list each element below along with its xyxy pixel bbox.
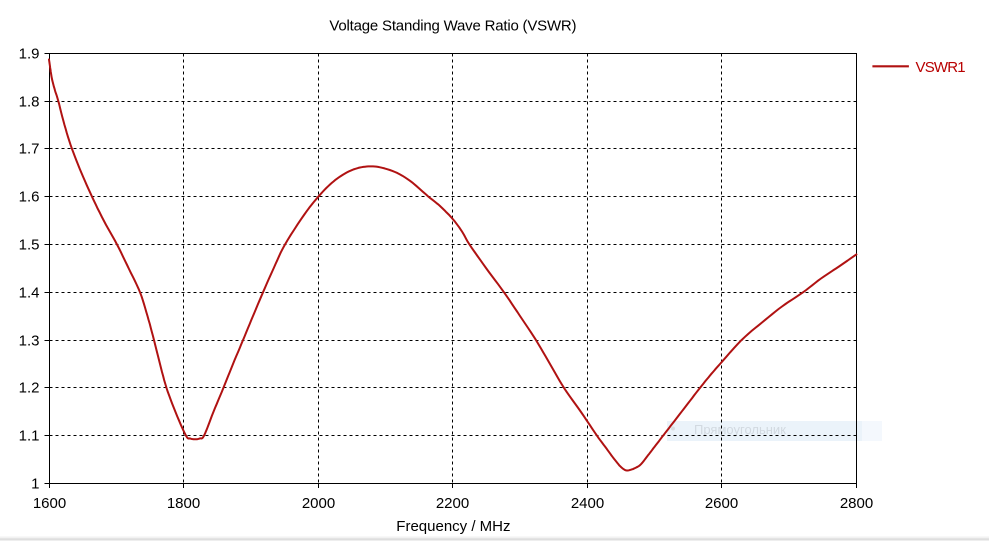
svg-text:Прямоугольник: Прямоугольник [694,422,786,437]
svg-text:1.9: 1.9 [19,46,40,63]
svg-text:1.6: 1.6 [19,189,40,206]
svg-text:1600: 1600 [33,495,66,512]
svg-text:1.1: 1.1 [19,428,40,445]
svg-text:1.2: 1.2 [19,380,40,397]
svg-text:2000: 2000 [302,495,335,512]
svg-text:1.4: 1.4 [19,285,40,302]
svg-text:2200: 2200 [436,495,469,512]
svg-text:VSWR1: VSWR1 [916,59,966,76]
svg-text:1.8: 1.8 [19,94,40,111]
svg-text:1800: 1800 [167,495,200,512]
svg-text:2600: 2600 [705,495,738,512]
svg-text:1.3: 1.3 [19,333,40,350]
svg-text:1.5: 1.5 [19,237,40,254]
svg-text:Voltage Standing Wave Ratio (V: Voltage Standing Wave Ratio (VSWR) [329,18,576,35]
svg-text:2800: 2800 [840,495,873,512]
svg-text:1: 1 [31,476,39,493]
svg-text:1.7: 1.7 [19,141,40,158]
svg-text:Frequency / MHz: Frequency / MHz [396,518,510,535]
svg-text:2400: 2400 [571,495,604,512]
